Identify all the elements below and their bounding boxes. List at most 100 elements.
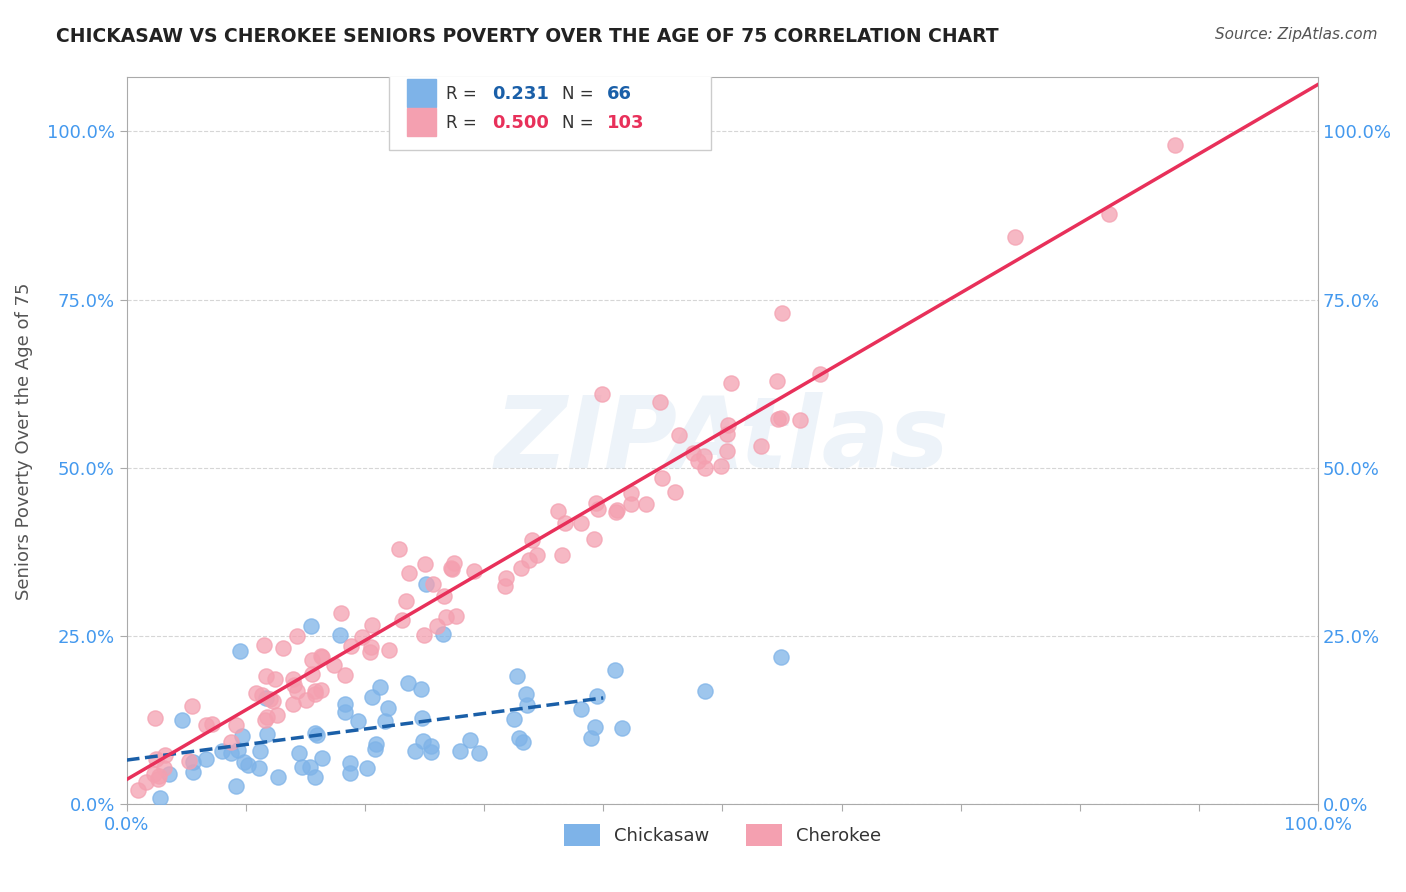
Cherokee bbox=[1164, 137, 1187, 152]
Chickasaw bbox=[374, 714, 396, 728]
Chickasaw bbox=[449, 744, 471, 758]
Chickasaw bbox=[291, 760, 314, 774]
Chickasaw bbox=[581, 731, 603, 745]
Chickasaw bbox=[420, 739, 443, 753]
Chickasaw bbox=[377, 700, 399, 714]
Chickasaw bbox=[170, 713, 193, 727]
Cherokee bbox=[309, 648, 332, 663]
Y-axis label: Seniors Poverty Over the Age of 75: Seniors Poverty Over the Age of 75 bbox=[15, 282, 32, 599]
Legend: Chickasaw, Cherokee: Chickasaw, Cherokee bbox=[557, 817, 889, 854]
Chickasaw bbox=[693, 684, 716, 698]
Chickasaw bbox=[404, 744, 426, 758]
Cherokee bbox=[322, 658, 344, 673]
Cherokee bbox=[145, 751, 167, 765]
Text: Source: ZipAtlas.com: Source: ZipAtlas.com bbox=[1215, 27, 1378, 42]
Chickasaw bbox=[157, 766, 180, 780]
Cherokee bbox=[586, 501, 609, 516]
Cherokee bbox=[789, 413, 811, 427]
Cherokee bbox=[148, 769, 170, 783]
Chickasaw bbox=[329, 628, 352, 642]
Cherokee bbox=[304, 684, 326, 698]
Cherokee bbox=[271, 640, 294, 655]
Cherokee bbox=[177, 754, 200, 768]
Text: ZIPAtlas: ZIPAtlas bbox=[495, 392, 950, 490]
Chickasaw bbox=[231, 729, 253, 743]
Cherokee bbox=[682, 446, 704, 460]
Cherokee bbox=[749, 438, 772, 452]
Chickasaw bbox=[585, 689, 607, 703]
Chickasaw bbox=[603, 663, 626, 677]
Cherokee bbox=[436, 610, 458, 624]
Cherokee bbox=[547, 504, 569, 518]
Cherokee bbox=[412, 628, 434, 642]
Cherokee bbox=[256, 709, 278, 723]
Cherokee bbox=[359, 645, 381, 659]
Cherokee bbox=[253, 638, 276, 652]
Chickasaw bbox=[149, 791, 172, 805]
Cherokee bbox=[422, 576, 444, 591]
Chickasaw bbox=[311, 751, 333, 765]
Cherokee bbox=[285, 684, 308, 698]
Cherokee bbox=[250, 689, 273, 703]
Cherokee bbox=[225, 718, 247, 732]
Cherokee bbox=[143, 711, 166, 725]
Text: 103: 103 bbox=[607, 114, 644, 132]
Cherokee bbox=[693, 449, 716, 463]
Chickasaw bbox=[396, 675, 419, 690]
Cherokee bbox=[262, 694, 284, 708]
Cherokee bbox=[245, 685, 267, 699]
Cherokee bbox=[311, 650, 333, 665]
Cherokee bbox=[361, 618, 384, 632]
Chickasaw bbox=[236, 758, 259, 772]
Text: 0.231: 0.231 bbox=[492, 85, 550, 103]
Cherokee bbox=[378, 642, 401, 657]
Chickasaw bbox=[225, 779, 247, 793]
Chickasaw bbox=[256, 726, 278, 740]
Chickasaw bbox=[432, 627, 454, 641]
Cherokee bbox=[295, 693, 318, 707]
Cherokee bbox=[281, 697, 304, 711]
Chickasaw bbox=[409, 682, 432, 697]
Text: 66: 66 bbox=[607, 85, 631, 103]
Cherokee bbox=[413, 558, 436, 572]
Cherokee bbox=[583, 532, 606, 546]
Cherokee bbox=[301, 653, 323, 667]
Cherokee bbox=[264, 672, 287, 686]
Chickasaw bbox=[195, 752, 218, 766]
Chickasaw bbox=[505, 668, 527, 682]
Chickasaw bbox=[247, 761, 270, 775]
Text: 0.500: 0.500 bbox=[492, 114, 550, 132]
Chickasaw bbox=[229, 644, 252, 658]
Cherokee bbox=[395, 594, 418, 608]
Cherokee bbox=[444, 609, 467, 624]
Chickasaw bbox=[420, 745, 443, 759]
Cherokee bbox=[710, 459, 733, 474]
Cherokee bbox=[551, 548, 574, 562]
Cherokee bbox=[1004, 230, 1026, 244]
Chickasaw bbox=[368, 680, 391, 694]
Chickasaw bbox=[232, 755, 254, 769]
Cherokee bbox=[716, 444, 738, 458]
Chickasaw bbox=[508, 731, 530, 745]
Chickasaw bbox=[583, 720, 606, 734]
Chickasaw bbox=[288, 746, 311, 760]
Chickasaw bbox=[361, 690, 384, 704]
Cherokee bbox=[1098, 207, 1121, 221]
Chickasaw bbox=[515, 687, 537, 701]
Cherokee bbox=[770, 410, 793, 425]
Chickasaw bbox=[770, 650, 793, 665]
Cherokee bbox=[620, 486, 643, 500]
Chickasaw bbox=[304, 770, 326, 784]
Cherokee bbox=[311, 682, 333, 697]
Cherokee bbox=[517, 553, 540, 567]
Text: N =: N = bbox=[561, 114, 599, 132]
Chickasaw bbox=[211, 744, 233, 758]
Cherokee bbox=[254, 668, 277, 682]
Chickasaw bbox=[339, 766, 361, 780]
Chickasaw bbox=[412, 734, 434, 748]
FancyBboxPatch shape bbox=[406, 108, 436, 136]
Chickasaw bbox=[364, 737, 387, 751]
Cherokee bbox=[494, 578, 516, 592]
Chickasaw bbox=[356, 761, 378, 775]
Cherokee bbox=[127, 783, 149, 797]
